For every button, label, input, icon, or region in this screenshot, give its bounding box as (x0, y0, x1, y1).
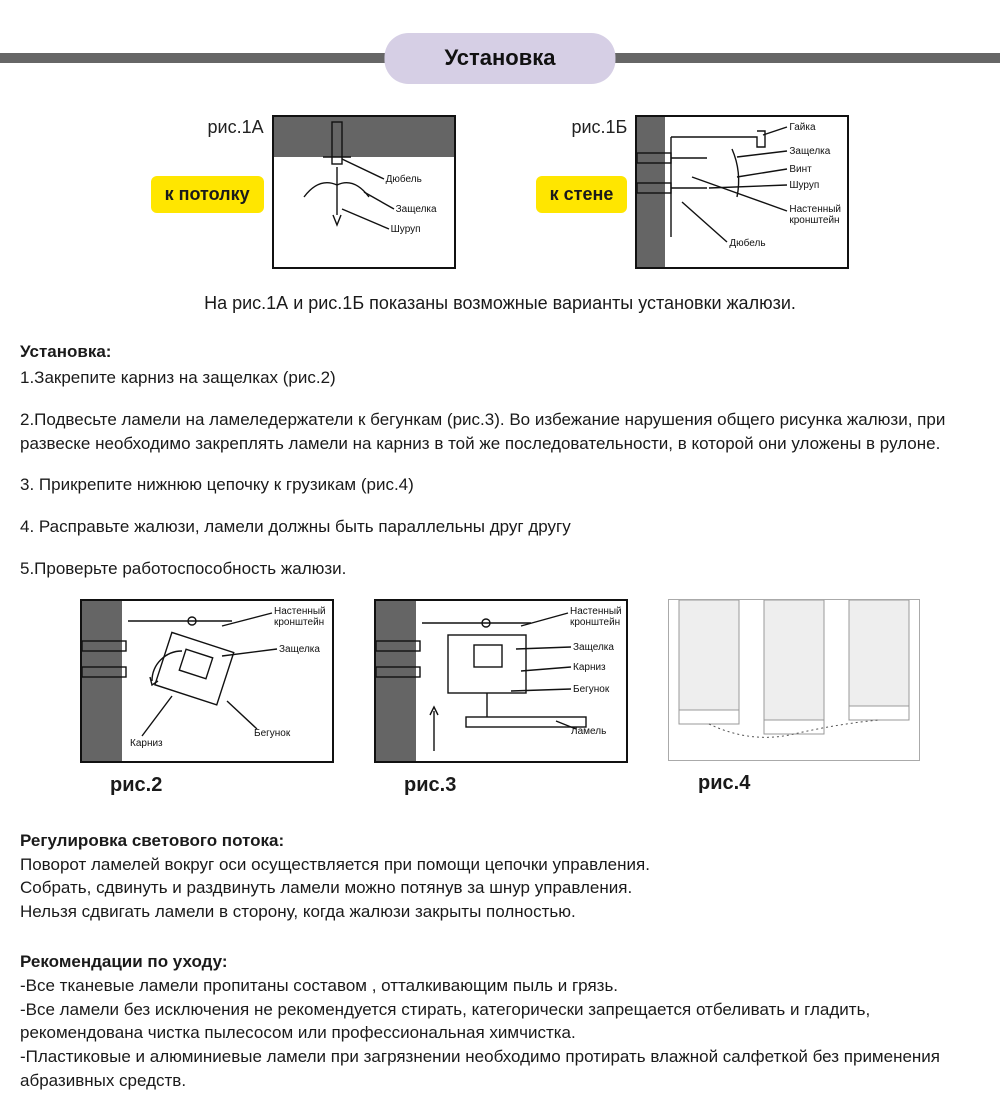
care-l2: -Все ламели без исключения не рекомендуе… (20, 998, 980, 1046)
fig2-col: Настенный кронштейн Защелка Карниз Бегун… (80, 599, 334, 799)
fig-1b-leftcol: рис.1Б к стене (536, 115, 628, 213)
light-section: Регулировка светового потока: Поворот ла… (0, 829, 1000, 924)
label-bracket2: кронштейн (789, 214, 839, 228)
header: Установка (0, 25, 1000, 85)
fig-2: Настенный кронштейн Защелка Карниз Бегун… (80, 599, 334, 763)
page: Установка рис.1А к потолку (0, 25, 1000, 1093)
install-section: Установка: 1.Закрепите карниз на защелка… (0, 340, 1000, 581)
label-screw: Шуруп (789, 179, 819, 193)
fig4-caption: рис.4 (698, 769, 750, 797)
light-heading: Регулировка светового потока: (20, 829, 980, 853)
install-step-4: 4. Расправьте жалюзи, ламели должны быть… (20, 515, 980, 539)
label-clip: Защелка (279, 643, 320, 657)
fig-4-svg (669, 600, 919, 760)
tag-ceiling: к потолку (151, 176, 264, 213)
care-heading: Рекомендации по уходу: (20, 950, 980, 974)
fig-1b-block: рис.1Б к стене (536, 115, 850, 269)
fig-1a-block: рис.1А к потолку Дюбель Защелка Шуруп (151, 115, 456, 269)
fig3-col: Настенный кронштейн Защелка Карниз Бегун… (374, 599, 628, 799)
fig-1a-svg (274, 117, 454, 267)
label-bracket2: кронштейн (274, 616, 324, 630)
fig-3: Настенный кронштейн Защелка Карниз Бегун… (374, 599, 628, 763)
header-title: Установка (384, 33, 615, 84)
install-step-2: 2.Подвесьте ламели на ламеледержатели к … (20, 408, 980, 456)
light-l2: Собрать, сдвинуть и раздвинуть ламели мо… (20, 876, 980, 900)
install-step-1: 1.Закрепите карниз на защелках (рис.2) (20, 366, 980, 390)
figure-row-1: рис.1А к потолку Дюбель Защелка Шуруп (0, 115, 1000, 269)
label-clip: Защелка (789, 145, 830, 159)
fig-1b: Гайка Защелка Винт Шуруп Настенный кронш… (635, 115, 849, 269)
label-slat: Ламель (571, 725, 606, 739)
label-dowel: Дюбель (729, 237, 765, 251)
caption-1: На рис.1А и рис.1Б показаны возможные ва… (0, 291, 1000, 316)
label-rail: Карниз (573, 661, 606, 675)
label-dowel: Дюбель (386, 173, 422, 187)
install-step-5: 5.Проверьте работоспособность жалюзи. (20, 557, 980, 581)
fig4-col: рис.4 (668, 599, 920, 799)
install-step-3: 3. Прикрепите нижнюю цепочку к грузикам … (20, 473, 980, 497)
fig-4 (668, 599, 920, 761)
label-runner: Бегунок (573, 683, 609, 697)
label-clip: Защелка (573, 641, 614, 655)
label-screw: Шуруп (391, 223, 421, 237)
figure-row-2: Настенный кронштейн Защелка Карниз Бегун… (0, 599, 1000, 799)
label-nut: Гайка (789, 121, 815, 135)
care-l1: -Все тканевые ламели пропитаны составом … (20, 974, 980, 998)
label-runner: Бегунок (254, 727, 290, 741)
fig-1a-caption: рис.1А (208, 115, 264, 140)
label-rail: Карниз (130, 737, 163, 751)
care-section: Рекомендации по уходу: -Все тканевые лам… (0, 950, 1000, 1093)
label-bolt: Винт (789, 163, 811, 177)
care-l3: -Пластиковые и алюминиевые ламели при за… (20, 1045, 980, 1093)
fig3-caption: рис.3 (404, 771, 456, 799)
fig-1a-leftcol: рис.1А к потолку (151, 115, 264, 213)
fig-1b-caption: рис.1Б (571, 115, 627, 140)
light-l1: Поворот ламелей вокруг оси осуществляетс… (20, 853, 980, 877)
label-bracket2: кронштейн (570, 616, 620, 630)
tag-wall: к стене (536, 176, 628, 213)
fig2-caption: рис.2 (110, 771, 162, 799)
install-heading: Установка: (20, 340, 980, 364)
fig-1a: Дюбель Защелка Шуруп (272, 115, 456, 269)
light-l3: Нельзя сдвигать ламели в сторону, когда … (20, 900, 980, 924)
label-clip: Защелка (396, 203, 437, 217)
